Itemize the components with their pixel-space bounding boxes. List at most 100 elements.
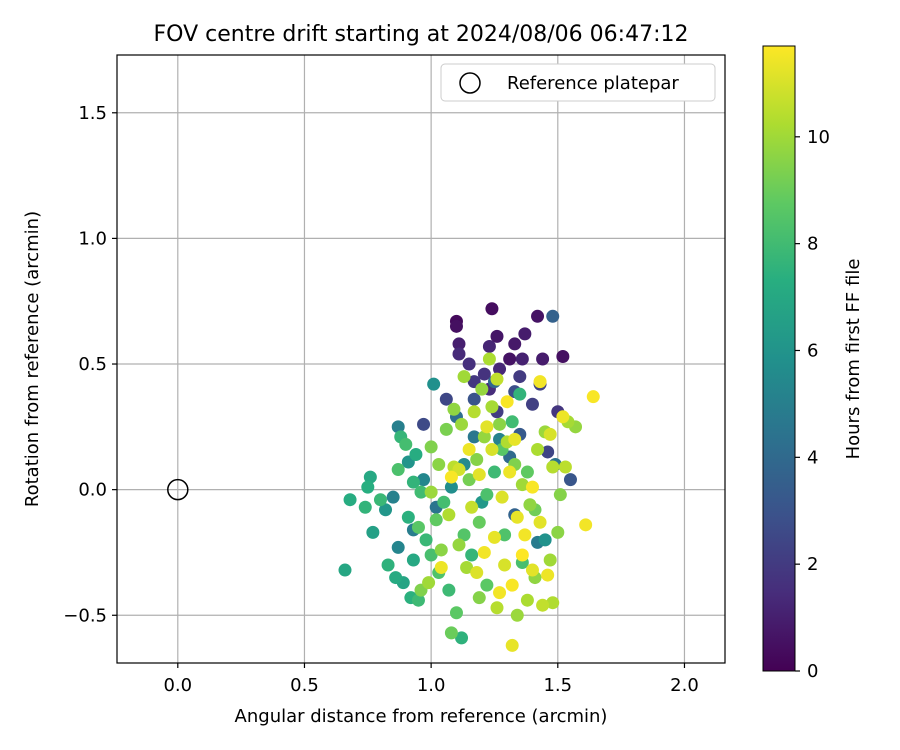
- scatter-point: [424, 440, 438, 454]
- scatter-point: [379, 503, 393, 517]
- scatter-point: [449, 319, 463, 333]
- scatter-point: [422, 576, 436, 590]
- colorbar-gradient: [762, 45, 796, 672]
- scatter-point: [434, 543, 448, 557]
- scatter-point: [470, 452, 484, 466]
- scatter-point: [434, 561, 448, 575]
- scatter-point: [452, 337, 466, 351]
- scatter-point: [553, 488, 567, 502]
- scatter-point: [444, 470, 458, 484]
- x-tick-label: 2.0: [670, 675, 699, 696]
- scatter-point: [487, 530, 501, 544]
- scatter-point: [493, 362, 507, 376]
- scatter-point: [525, 397, 539, 411]
- x-axis-label: Angular distance from reference (arcmin): [235, 706, 608, 727]
- scatter-point: [401, 510, 415, 524]
- y-tick-label: 1.0: [78, 228, 107, 249]
- scatter-point: [442, 508, 456, 522]
- scatter-point: [467, 392, 481, 406]
- scatter-point: [455, 631, 469, 645]
- scatter-point: [498, 558, 512, 572]
- scatter-point: [546, 596, 560, 610]
- scatter-point: [546, 460, 560, 474]
- scatter-point: [541, 445, 555, 459]
- scatter-point: [518, 528, 532, 542]
- scatter-point: [487, 465, 501, 479]
- scatter-point: [391, 540, 405, 554]
- scatter-point: [417, 473, 431, 487]
- legend-label: Reference platepar: [507, 73, 679, 94]
- scatter-point: [493, 586, 507, 600]
- scatter-point: [417, 417, 431, 431]
- scatter-point: [495, 490, 509, 504]
- x-tick-label: 1.5: [543, 675, 572, 696]
- scatter-point: [536, 598, 550, 612]
- scatter-point: [515, 548, 529, 562]
- scatter-point: [472, 468, 486, 482]
- scatter-point: [503, 465, 517, 479]
- scatter-point: [513, 387, 527, 401]
- scatter-point: [518, 327, 532, 341]
- legend-box: [440, 63, 716, 102]
- scatter-point: [480, 488, 494, 502]
- scatter-point: [531, 309, 545, 323]
- scatter-point: [406, 553, 420, 567]
- scatter-point: [411, 520, 425, 534]
- scatter-point: [424, 485, 438, 499]
- scatter-point: [389, 571, 403, 585]
- scatter-point: [556, 349, 570, 363]
- scatter-point: [447, 402, 461, 416]
- scatter-point: [427, 377, 441, 391]
- scatter-point: [462, 442, 476, 456]
- reference-platepar-point: [167, 478, 189, 501]
- scatter-point: [470, 566, 484, 580]
- scatter-point: [493, 417, 507, 431]
- scatter-point: [505, 638, 519, 652]
- scatter-point: [505, 415, 519, 429]
- scatter-point: [472, 515, 486, 529]
- scatter-point: [556, 410, 570, 424]
- scatter-point: [485, 400, 499, 414]
- scatter-point: [558, 460, 572, 474]
- scatter-point: [477, 430, 491, 444]
- scatter-point: [457, 528, 471, 542]
- scatter-point: [498, 528, 512, 542]
- plot-area-frame: [116, 54, 726, 664]
- scatter-point: [444, 626, 458, 640]
- scatter-point: [490, 329, 504, 343]
- scatter-point: [373, 493, 387, 507]
- scatter-point: [477, 545, 491, 559]
- scatter-point: [579, 518, 593, 532]
- scatter-point: [358, 500, 372, 514]
- scatter-point: [531, 442, 545, 456]
- y-axis-label: Rotation from reference (arcmin): [22, 211, 43, 507]
- scatter-point: [541, 568, 555, 582]
- scatter-point: [419, 533, 433, 547]
- scatter-point: [462, 357, 476, 371]
- scatter-point: [510, 608, 524, 622]
- scatter-point: [480, 420, 494, 434]
- scatter-point: [500, 395, 514, 409]
- scatter-point: [343, 493, 357, 507]
- scatter-point: [361, 480, 375, 494]
- reference-marker: [167, 478, 189, 501]
- scatter-point: [503, 352, 517, 366]
- scatter-point: [406, 475, 420, 489]
- scatter-point: [525, 563, 539, 577]
- scatter-point: [510, 510, 524, 524]
- scatter-point: [442, 583, 456, 597]
- scatter-point: [467, 430, 481, 444]
- y-tick-label: −0.5: [63, 605, 107, 626]
- scatter-point: [381, 558, 395, 572]
- scatter-point: [563, 473, 577, 487]
- scatter-point: [543, 427, 557, 441]
- scatter-point: [482, 352, 496, 366]
- scatter-point: [424, 548, 438, 562]
- scatter-point: [490, 372, 504, 386]
- colorbar-tick-label: 0: [807, 661, 818, 682]
- scatter-point: [439, 422, 453, 436]
- scatter-point: [520, 465, 534, 479]
- scatter-point: [505, 578, 519, 592]
- colorbar-ticks: 0 2 4 6 8 10: [795, 127, 830, 682]
